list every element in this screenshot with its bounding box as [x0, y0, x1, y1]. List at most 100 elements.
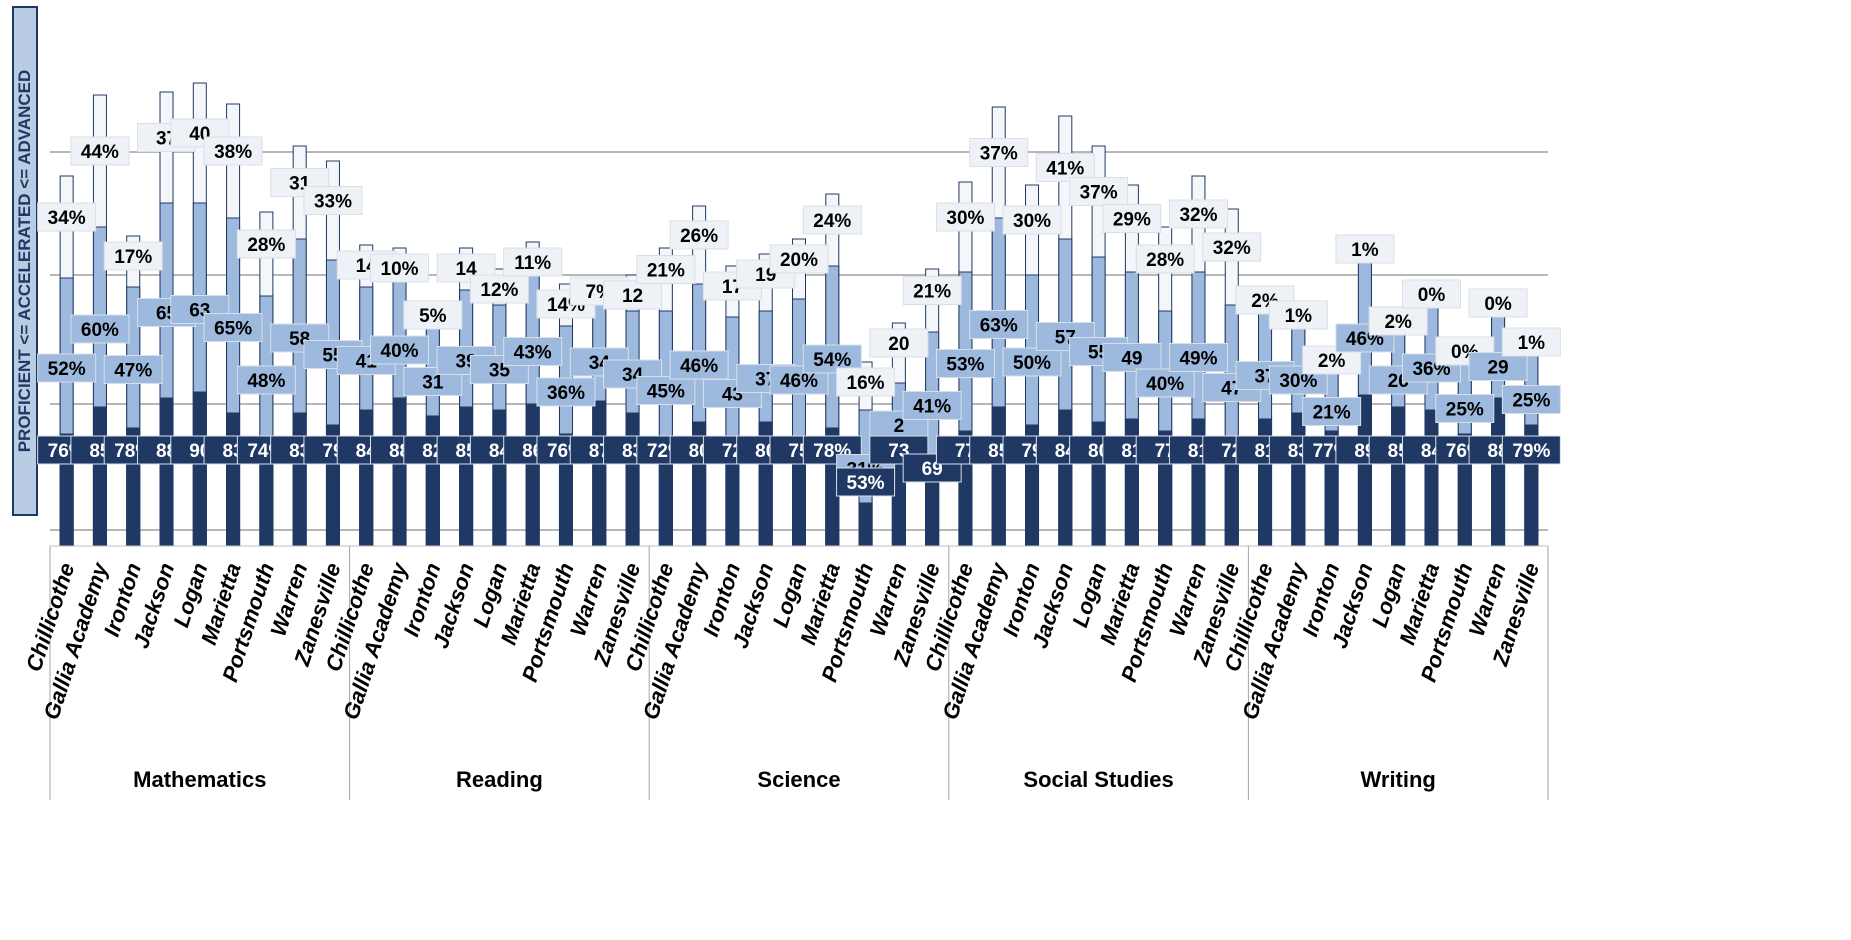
data-label-advanced: 28% [1135, 244, 1195, 274]
data-label-advanced-text: 44% [81, 142, 119, 163]
data-label-advanced: 26% [669, 220, 729, 250]
data-label-advanced-box [1069, 177, 1129, 206]
data-label-advanced-text: 20 [888, 334, 909, 355]
data-label-advanced: 37% [969, 138, 1029, 167]
data-label-accelerated: 29 [1468, 352, 1528, 381]
data-label-advanced-box [103, 241, 163, 271]
data-label-accelerated-box [1135, 368, 1195, 398]
data-label-advanced: 1% [1335, 234, 1395, 264]
data-label-advanced: 12 [603, 280, 663, 310]
data-label-accelerated-box [536, 377, 596, 407]
data-label-advanced-box [836, 367, 896, 397]
data-label-advanced: 33% [303, 186, 363, 215]
data-label-accelerated: 52% [37, 353, 97, 383]
data-label-accelerated-text: 30% [1279, 371, 1317, 392]
data-label-accelerated-text: 25% [1446, 400, 1484, 421]
data-label-advanced-box [1202, 232, 1262, 262]
data-label-advanced: 21% [636, 255, 696, 284]
data-label-advanced: 17% [103, 241, 163, 271]
data-label-advanced: 34% [37, 202, 97, 232]
data-label-accelerated-box [1501, 385, 1561, 414]
data-label-accelerated: 46% [1335, 323, 1395, 353]
data-label-advanced-box [1268, 300, 1328, 330]
data-label-accelerated-box [935, 349, 995, 378]
x-group-label: Science [757, 767, 840, 792]
data-label-accelerated: 49 [1102, 343, 1162, 372]
data-label-accelerated: 21% [1302, 397, 1362, 426]
data-label-advanced-text: 2% [1318, 351, 1346, 372]
data-label-advanced-text: 29% [1113, 210, 1151, 231]
data-label-accelerated-text: 43% [514, 343, 552, 364]
data-label-advanced-text: 32% [1179, 205, 1217, 226]
data-label-advanced: 32% [1202, 232, 1262, 262]
data-label-accelerated-text: 54% [813, 350, 851, 371]
data-label-advanced-box [1035, 153, 1095, 182]
data-label-accelerated-box [503, 337, 563, 366]
data-label-advanced-box [902, 276, 962, 305]
data-label-accelerated: 65% [203, 313, 263, 342]
data-label-advanced: 32% [1168, 199, 1228, 229]
data-label-accelerated-text: 47% [114, 361, 152, 382]
data-label-advanced-box [70, 136, 130, 166]
data-label-advanced-box [1501, 327, 1561, 357]
data-label-advanced: 20% [769, 244, 829, 274]
data-label-advanced-text: 0% [1418, 285, 1446, 306]
data-label-advanced: 0% [1468, 288, 1528, 318]
data-label-advanced: 24% [802, 205, 862, 235]
data-label-proficient-text: 53% [847, 473, 885, 494]
data-label-accelerated-text: 46% [780, 371, 818, 392]
data-label-advanced-text: 16% [847, 373, 885, 394]
data-label-accelerated-box [1002, 347, 1062, 377]
data-label-accelerated-text: 50% [1013, 353, 1051, 374]
data-label-advanced-box [37, 202, 97, 232]
data-label-accelerated-text: 45% [647, 382, 685, 403]
data-label-advanced: 12% [469, 274, 529, 304]
data-label-accelerated: 36% [1401, 353, 1461, 383]
data-label-advanced: 44% [70, 136, 130, 166]
data-label-advanced-text: 12 [622, 286, 643, 307]
data-label-advanced-box [403, 300, 463, 330]
data-label-advanced-text: 1% [1285, 306, 1313, 327]
data-label-advanced-text: 24% [813, 211, 851, 232]
data-label-accelerated-box [37, 353, 97, 383]
data-label-advanced-box [969, 138, 1029, 167]
data-label-accelerated: 25% [1501, 385, 1561, 414]
data-label-accelerated-text: 52% [48, 359, 86, 380]
data-label-accelerated-box [902, 391, 962, 420]
data-label-advanced-box [1335, 234, 1395, 264]
data-label-accelerated: 40% [1135, 368, 1195, 398]
data-label-advanced: 28% [236, 229, 296, 259]
data-label-accelerated: 60% [70, 314, 130, 344]
data-label-accelerated: 25% [1435, 394, 1495, 423]
x-group-label: Writing [1361, 767, 1436, 792]
data-label-advanced: 1% [1501, 327, 1561, 357]
data-label-accelerated-text: 40% [381, 341, 419, 362]
data-label-accelerated-text: 40% [1146, 374, 1184, 395]
data-label-advanced: 19 [736, 259, 796, 289]
data-label-accelerated-box [203, 313, 263, 342]
data-label-accelerated-text: 48% [247, 371, 285, 392]
data-label-advanced: 2% [1368, 306, 1428, 336]
data-label-accelerated-box [236, 365, 296, 395]
data-label-advanced-text: 20% [780, 250, 818, 271]
data-label-advanced: 16% [836, 367, 896, 397]
data-label-accelerated-text: 36% [547, 383, 585, 404]
data-label-advanced-box [1102, 204, 1162, 233]
data-label-advanced-text: 1% [1518, 333, 1546, 354]
data-label-advanced-text: 12% [480, 280, 518, 301]
data-label-advanced-box [469, 274, 529, 304]
data-label-advanced-text: 5% [419, 306, 447, 327]
data-label-accelerated-text: 29 [1487, 358, 1508, 379]
data-label-advanced-box [303, 186, 363, 215]
data-label-advanced-text: 2% [1384, 312, 1412, 333]
data-label-advanced: 5% [403, 300, 463, 330]
data-label-accelerated: 48% [236, 365, 296, 395]
data-label-advanced-box [769, 244, 829, 274]
data-label-advanced-text: 37% [1080, 183, 1118, 204]
data-label-accelerated-box [1401, 353, 1461, 383]
data-label-advanced-text: 30% [1013, 211, 1051, 232]
data-label-advanced: 20 [869, 328, 929, 358]
data-label-proficient-box [836, 467, 896, 497]
data-label-advanced-box [1168, 199, 1228, 229]
